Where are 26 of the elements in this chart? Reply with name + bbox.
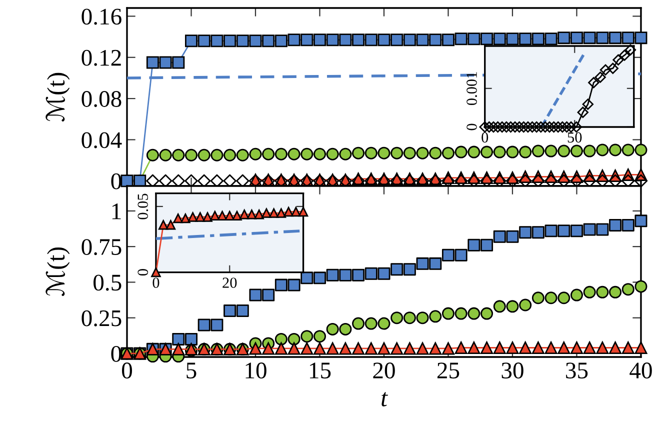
y-tick-label: 0 xyxy=(111,346,122,362)
y-tick-label: 0.12 xyxy=(82,50,121,66)
y-tick-label: 0.25 xyxy=(82,310,122,326)
x-tick-label: 30 xyxy=(502,362,524,378)
x-tick-label: 40 xyxy=(630,362,652,378)
x-tick-label: 50 xyxy=(568,132,582,143)
y-tick-label: 0.04 xyxy=(82,132,122,148)
y-axis-title: ℳ(t) xyxy=(46,72,70,122)
x-tick-label: 0 xyxy=(122,362,132,378)
x-tick-label: 5 xyxy=(186,362,196,378)
x-tick-label: 20 xyxy=(222,278,237,288)
y-axis-title: ℳ(t) xyxy=(46,247,70,296)
y-tick-label: 0 xyxy=(111,173,122,190)
x-tick-label: 35 xyxy=(566,362,588,378)
y-tick-label: 0.05 xyxy=(138,194,148,220)
x-tick-label: 10 xyxy=(246,362,266,378)
x-tick-label: 15 xyxy=(310,362,331,378)
x-axis-title: t xyxy=(382,392,388,406)
y-tick-label: 0.5 xyxy=(94,274,122,291)
y-tick-label: 1 xyxy=(112,204,121,220)
y-tick-label: 0.16 xyxy=(82,8,122,25)
x-tick-label: 20 xyxy=(373,362,395,378)
y-tick-label: 0.75 xyxy=(82,239,122,256)
x-tick-label: 25 xyxy=(437,362,460,378)
y-tick-label: 0.08 xyxy=(82,91,122,108)
y-tick-label: 0.001 xyxy=(466,72,477,106)
